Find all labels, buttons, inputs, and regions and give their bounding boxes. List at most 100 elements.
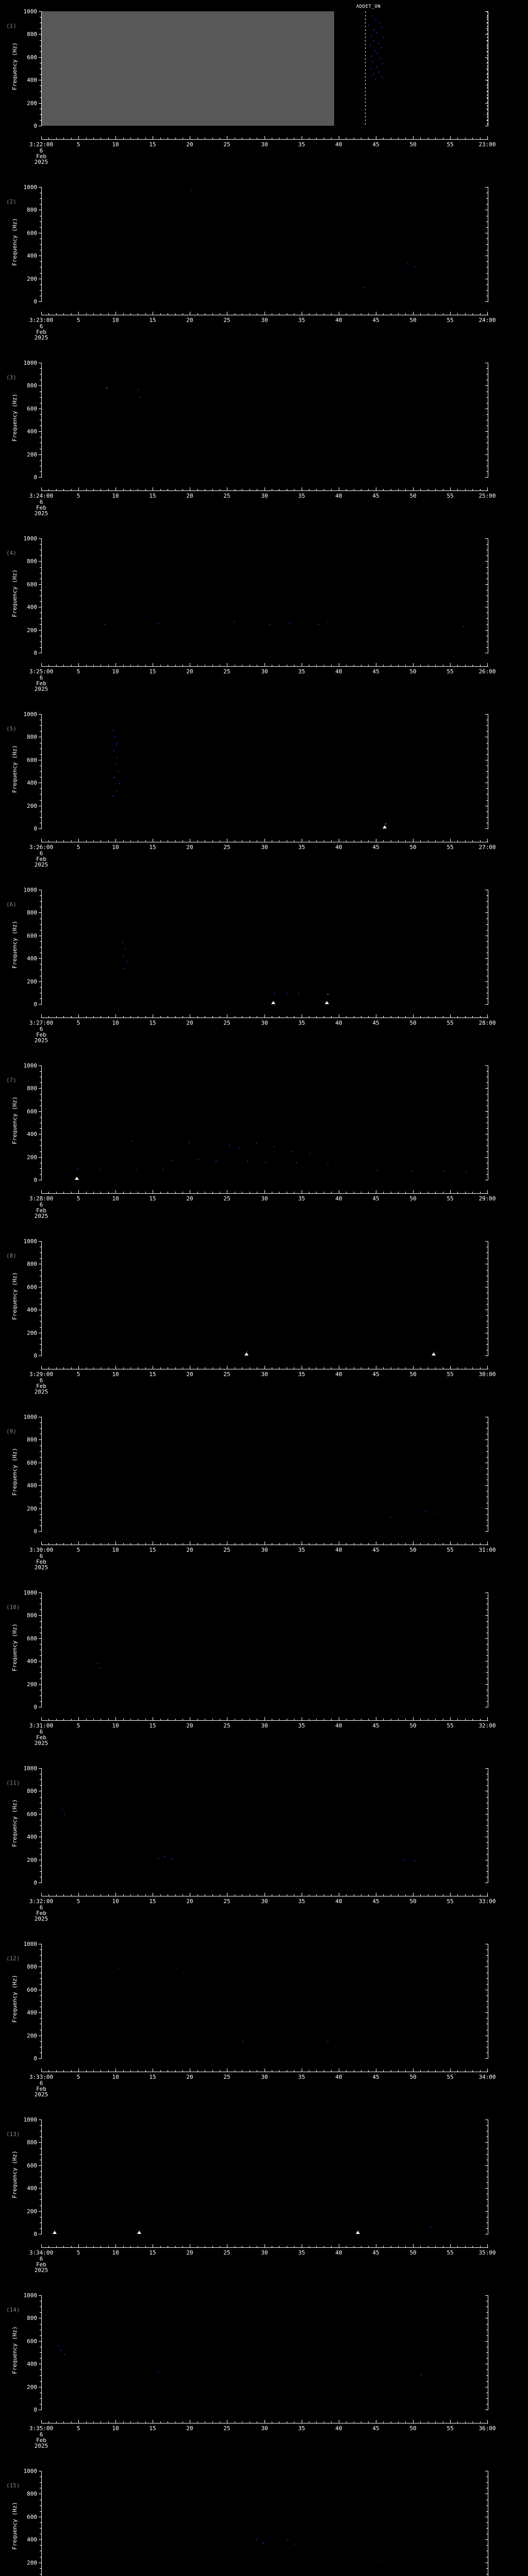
y-tick-label: 200 (27, 276, 37, 282)
y-tick-major (39, 1531, 42, 1532)
x-tick-minor (465, 1719, 466, 1720)
x-tick-minor (383, 2421, 384, 2423)
x-tick-label: 25 (223, 1020, 230, 1026)
detection-point (327, 622, 328, 623)
x-tick-minor (56, 313, 57, 315)
x-axis-date-line: 6 (39, 2431, 43, 2438)
x-tick-minor (405, 489, 406, 490)
x-tick-minor (197, 2246, 198, 2247)
x-tick-major (487, 1893, 488, 1896)
detection-point (376, 1170, 377, 1172)
detection-point (162, 1169, 163, 1171)
x-tick-label: 35 (298, 1371, 305, 1378)
x-tick-major (487, 1366, 488, 1369)
x-tick-minor (130, 313, 131, 315)
x-tick-minor (316, 2421, 317, 2423)
x-tick-minor (331, 1192, 332, 1193)
y-tick-minor-right (486, 771, 488, 772)
x-tick-label: 55 (447, 2074, 454, 2080)
y-tick-minor-right (486, 800, 488, 801)
x-tick-label: 30:00 (478, 1371, 496, 1378)
x-tick-minor (130, 489, 131, 490)
x-tick-label: 30 (261, 668, 268, 675)
y-tick-minor (40, 2001, 42, 2002)
x-tick-minor (368, 138, 369, 139)
x-tick-minor (398, 489, 399, 490)
y-tick-minor-right (486, 1871, 488, 1872)
x-tick-minor (480, 489, 481, 490)
plot-area (42, 363, 488, 477)
x-axis-date-line: Feb (36, 1558, 46, 1565)
x-tick-label: 20 (186, 1195, 193, 1202)
x-tick-minor (457, 313, 458, 315)
detection-point (116, 790, 118, 791)
spectrogram-panel: 0 200 400 600 800 1000 Frequency (Hz) (5) 3:26:0… (0, 707, 528, 883)
y-tick-label: 200 (27, 100, 37, 107)
x-tick-minor (63, 2246, 64, 2247)
detection-point (376, 32, 377, 34)
x-tick-label: 5 (76, 844, 80, 851)
x-tick-minor (398, 313, 399, 315)
x-tick-label: 20 (186, 1898, 193, 1905)
y-tick-label: 0 (34, 650, 37, 656)
x-tick-minor (465, 1192, 466, 1193)
x-tick-minor (93, 1192, 94, 1193)
y-tick-minor-right (486, 1984, 488, 1985)
panel-number-label: (15) (6, 2482, 20, 2489)
detection-point (327, 994, 328, 995)
detection-point (117, 757, 118, 758)
x-tick-minor (108, 2070, 109, 2072)
y-tick-label: 600 (27, 1108, 37, 1115)
x-tick-label: 35 (298, 1195, 305, 1202)
y-tick-major (39, 2539, 42, 2540)
x-tick-minor (435, 489, 436, 490)
y-tick-minor (40, 624, 42, 625)
x-tick-label: 20 (186, 1722, 193, 1729)
y-tick-minor (40, 1451, 42, 1452)
x-tick-minor (383, 489, 384, 490)
y-axis-title: Frequency (Hz) (11, 1799, 18, 1847)
y-tick-minor-right (486, 284, 488, 285)
x-tick-minor (212, 1894, 213, 1896)
x-tick-minor (56, 1367, 57, 1369)
x-tick-minor (420, 313, 421, 315)
y-tick-major-right (485, 630, 488, 631)
y-tick-minor (40, 1854, 42, 1855)
y-tick-minor-right (486, 374, 488, 375)
x-tick-minor (435, 2070, 436, 2072)
x-tick-label: 10 (112, 1722, 119, 1729)
y-tick-label: 0 (34, 1704, 37, 1710)
x-tick-label: 55 (447, 1722, 454, 1729)
detection-point (407, 263, 409, 264)
x-tick-minor (331, 840, 332, 842)
x-tick-minor (212, 840, 213, 842)
y-tick-major (39, 584, 42, 585)
y-tick-label: 200 (27, 2384, 37, 2391)
x-tick-label: 50 (409, 1547, 417, 1553)
y-tick-major (39, 301, 42, 302)
x-tick-label: 45 (372, 141, 380, 148)
axis-triangle-marker (75, 1177, 79, 1180)
x-tick-major (78, 663, 79, 666)
detection-point (191, 189, 192, 191)
x-tick-minor (93, 313, 94, 315)
y-tick-label: 1000 (23, 2468, 38, 2475)
spectrogram-panel: 0 200 400 600 800 1000 Frequency (Hz) (6) 3:27:0… (0, 883, 528, 1058)
panel-number-label: (14) (6, 2307, 20, 2313)
x-tick-minor (420, 1192, 421, 1193)
y-tick-minor (40, 2369, 42, 2370)
y-tick-major-right (485, 561, 488, 562)
x-tick-label: 25 (223, 317, 230, 324)
x-tick-label: 32:00 (478, 1722, 496, 1729)
spectrogram-panel: 0 200 400 600 800 1000 Frequency (Hz) (14) 3:35:… (0, 2288, 528, 2464)
y-tick-major (39, 1485, 42, 1486)
x-tick-minor (316, 1192, 317, 1193)
x-tick-major (41, 2244, 42, 2247)
x-tick-minor (316, 1719, 317, 1720)
y-tick-minor-right (486, 641, 488, 642)
x-tick-label: 25 (223, 2074, 230, 2080)
x-tick-major (450, 1541, 451, 1545)
y-tick-label: 600 (27, 757, 37, 764)
x-tick-minor (465, 2246, 466, 2247)
y-tick-minor-right (486, 1672, 488, 1673)
